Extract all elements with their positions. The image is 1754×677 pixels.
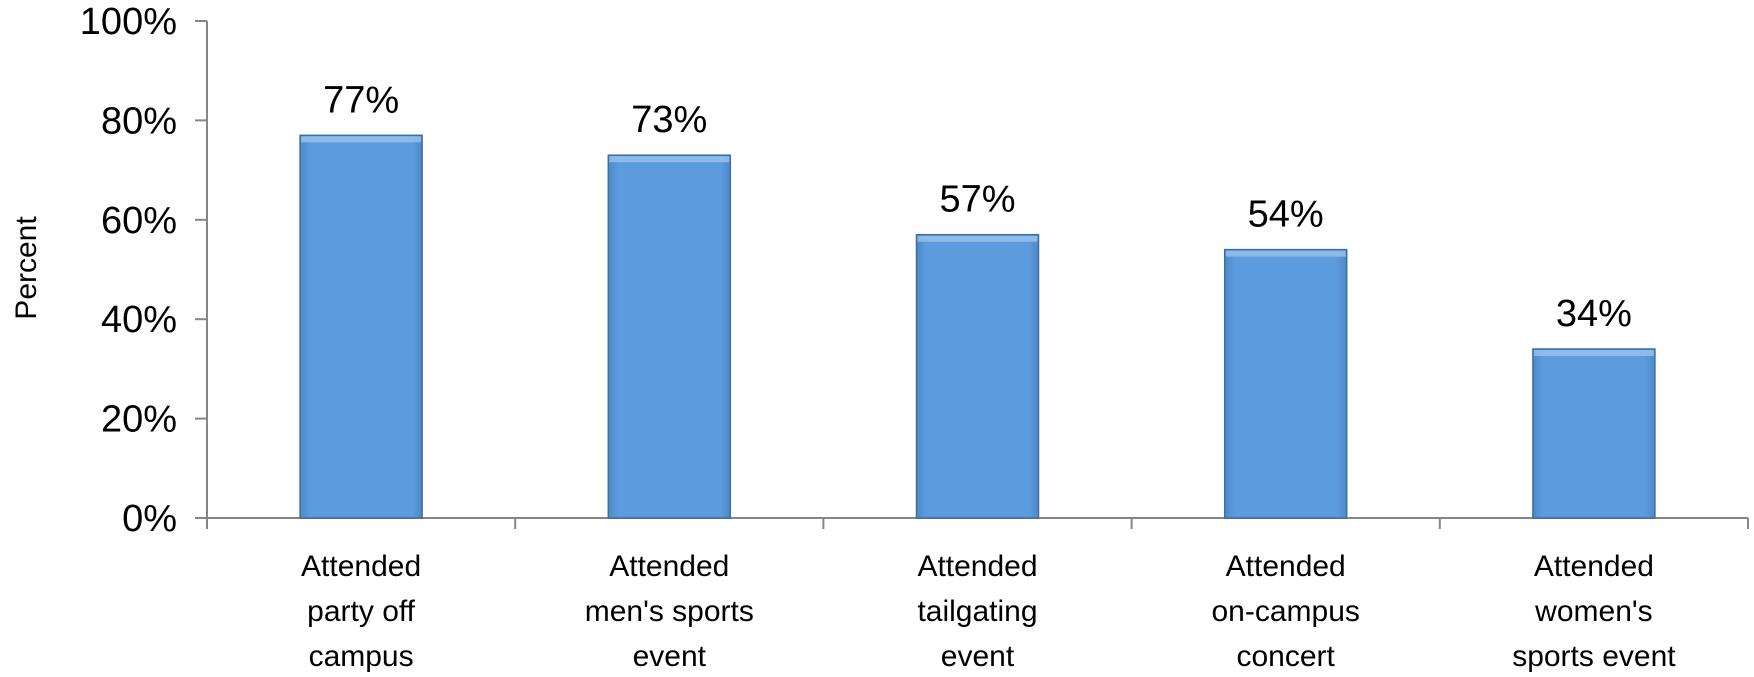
bar (607, 154, 732, 519)
bar-highlight (301, 136, 422, 143)
bar (1532, 348, 1656, 519)
x-category-label: Attended (917, 550, 1037, 583)
x-category-label: women's (1534, 595, 1652, 628)
bar-data-label: 73% (631, 99, 707, 141)
x-category-label: concert (1237, 640, 1336, 673)
bar (915, 233, 1040, 519)
bar-highlight (1533, 350, 1654, 357)
y-tick-label: 0% (122, 498, 177, 540)
bar-data-label: 54% (1248, 194, 1324, 236)
x-category-label: Attended (301, 550, 421, 583)
x-category-label: men's sports (585, 595, 754, 628)
category-labels-group: Attended party off campus Attended men's spo… (301, 550, 1676, 673)
x-category-label: event (941, 640, 1015, 673)
x-category-label: Attended (1226, 550, 1346, 583)
bar (299, 134, 423, 519)
y-axis-title: Percent (10, 216, 43, 320)
y-tick-label: 40% (101, 299, 177, 341)
x-category-label: on-campus (1211, 595, 1359, 628)
bar-data-label: 34% (1556, 293, 1632, 335)
bar (1223, 248, 1348, 519)
y-tick-label: 100% (80, 1, 177, 43)
data-labels-group: 77% 73% 57% 54% 34% (323, 79, 1632, 335)
bar-data-label: 77% (323, 79, 399, 121)
bar-data-label: 57% (939, 179, 1015, 221)
bars-group (299, 134, 1656, 519)
x-category-label: tailgating (917, 595, 1037, 628)
y-tick-label: 80% (101, 100, 177, 142)
x-category-label: sports event (1512, 640, 1676, 673)
bar-highlight (917, 235, 1038, 242)
x-category-label: campus (309, 640, 414, 673)
x-axis (206, 517, 1749, 529)
bar-highlight (1225, 250, 1346, 257)
y-tick-label: 60% (101, 200, 177, 242)
x-category-label: event (633, 640, 707, 673)
y-axis: 0% 20% 40% 60% 80% 100% (80, 1, 208, 540)
x-category-label: Attended (1534, 550, 1654, 583)
bar-highlight (609, 156, 730, 163)
y-tick-label: 20% (101, 399, 177, 441)
x-category-label: party off (307, 595, 416, 628)
x-category-label: Attended (609, 550, 729, 583)
